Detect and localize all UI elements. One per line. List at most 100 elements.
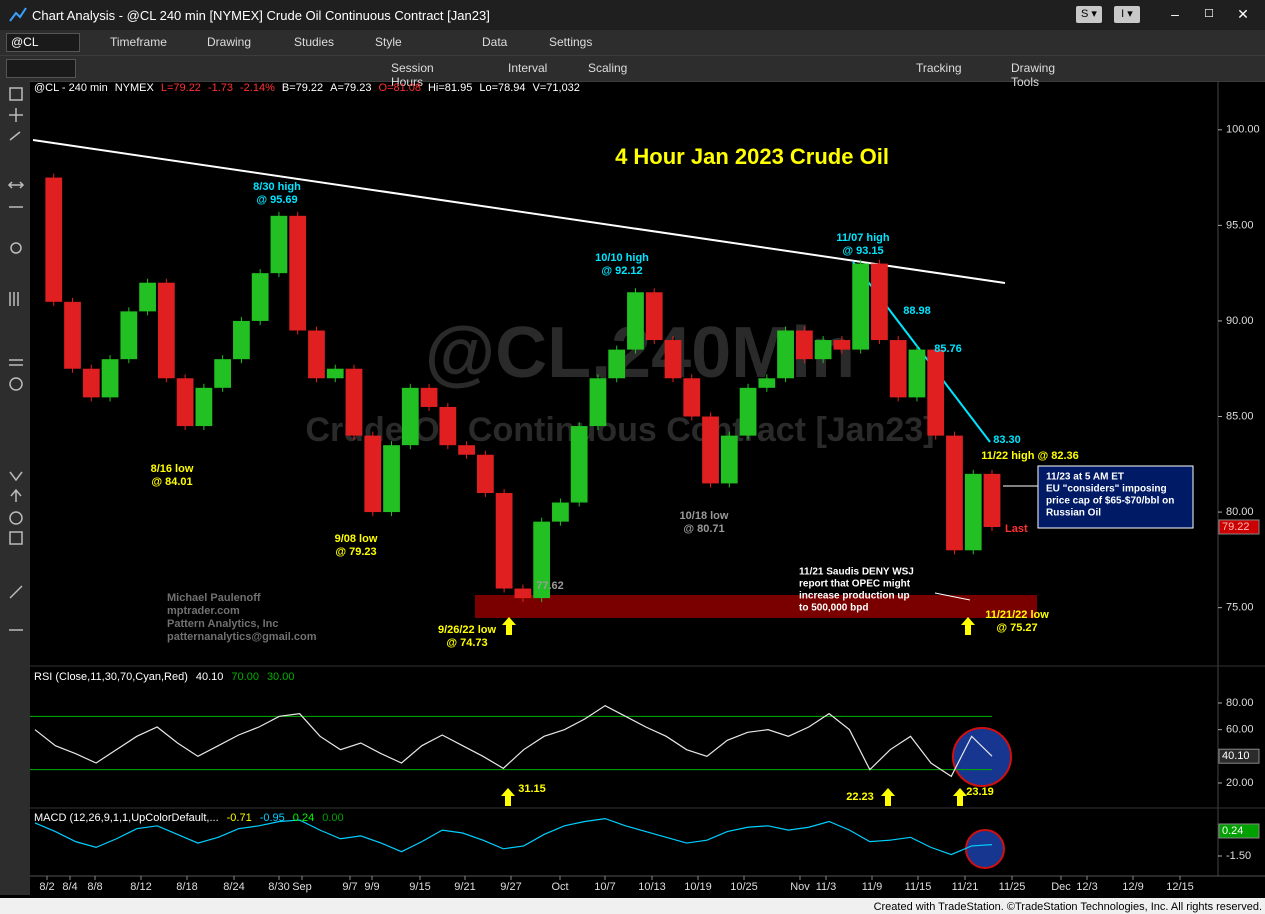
close[interactable]: ✕ [1237,6,1249,22]
legend-text: 40.10 [196,671,224,683]
watermark-symbol: @CL,240Min [425,313,855,393]
last-tag-label: 0.24 [1222,825,1243,837]
annotation: EU "considers" imposing [1046,484,1167,495]
x-tick-label: 8/8 [87,881,102,893]
status-item: O=81.08 [378,82,421,94]
annotation: 9/26/22 low [438,624,497,636]
y-tick-label: 100.00 [1226,124,1260,136]
annotation: 85.76 [934,343,962,355]
legend-text: 0.24 [293,812,314,824]
candle [758,378,776,388]
interval-box[interactable] [6,59,76,78]
candle [927,349,945,436]
annotation: patternanalytics@gmail.com [167,631,317,643]
annotation: report that OPEC might [799,579,911,590]
toolbar-button[interactable]: Timeframe [110,35,167,49]
title-bar: Chart Analysis - @CL 240 min [NYMEX] Cru… [0,0,1265,30]
x-tick-label: 8/4 [62,881,77,893]
x-tick-label: 8/30 [268,881,289,893]
candle [289,215,307,331]
candle [476,454,494,493]
last-tag [1218,748,1260,764]
toolbar-button[interactable]: Studies [294,35,335,49]
legend-text: MACD (12,26,9,1,1,UpColorDefault,... [34,812,219,824]
toolbar-button[interactable]: Drawing [207,35,252,49]
candle [739,387,757,436]
status-item: V=71,032 [532,82,580,94]
candle [120,311,138,360]
annotation: 8/16 low [151,463,194,475]
symbol-box[interactable]: @CL [6,33,80,52]
left-tools [7,87,25,631]
s-button[interactable]: S ▾ [1076,6,1102,23]
y-tick-label: 60.00 [1226,724,1254,736]
annotation: 11/23 at 5 AM ET [1046,472,1124,483]
annotation: 8/30 high [253,181,301,193]
toolbar-button[interactable]: Data [482,35,508,49]
annotation: @ 92.12 [601,265,642,277]
candle [795,330,813,360]
last-tag-label: 40.10 [1222,750,1250,762]
indicator-line [34,818,993,856]
y-tick-label: 20.00 [1226,777,1254,789]
candle [964,473,982,551]
y-tick-label: 75.00 [1226,602,1254,614]
x-tick-label: Nov [790,881,810,893]
candle [683,378,701,417]
watermark-desc: Crude Oil Continuous Contract [Jan23] [305,411,934,449]
toolbar-button[interactable]: Interval [508,61,548,75]
annotation: 11/22 high @ 82.36 [981,450,1079,462]
candle [64,301,81,369]
status-item: NYMEX [114,82,154,94]
candle [871,263,888,341]
candle [514,588,532,599]
i-button[interactable]: I ▾ [1114,6,1140,23]
x-tick-label: 9/15 [409,881,430,893]
legend-text: -0.71 [227,812,252,824]
toolbar-button[interactable]: Style [375,35,402,49]
x-tick-label: 11/9 [862,881,883,893]
y-tick-label: -1.50 [1226,850,1251,862]
annotation: Pattern Analytics, Inc [167,618,278,630]
candle [233,320,250,360]
trendline [852,261,991,443]
candle [458,445,475,455]
y-tick-label: 80.00 [1226,697,1254,709]
app-icon [9,7,27,22]
x-tick-label: Oct [551,881,568,893]
annotation: @ 80.71 [683,523,724,535]
toolbar-button[interactable]: Scaling [588,61,628,75]
minimize[interactable]: – [1171,6,1179,22]
annotation: @ 74.73 [446,637,487,649]
x-tick-label: 8/18 [176,881,197,893]
annotation: 22.23 [846,791,874,803]
x-tick-label: 12/15 [1166,881,1194,893]
x-tick-label: 9/27 [500,881,521,893]
toolbar-button[interactable]: Settings [549,35,593,49]
annotation: 88.98 [903,305,931,317]
status-item: -1.73 [207,82,234,94]
status-item: B=79.22 [281,82,324,94]
y-tick-label: 95.00 [1226,219,1254,231]
toolbar-button[interactable]: Drawing Tools [1011,61,1056,89]
toolbar-button[interactable]: Tracking [916,61,962,75]
x-tick-label: 11/21 [952,881,979,893]
legend-text: 0.00 [322,812,343,824]
annotation: 9/08 low [335,533,378,545]
annotation: price cap of $65-$70/bbl on [1046,496,1174,507]
candle [702,416,719,484]
candle [777,330,794,379]
annotation: 31.15 [518,783,546,795]
status-line: @CL - 240 min NYMEX L=79.22 -1.73 -2.14% B=79… [34,82,587,94]
candle [495,492,513,589]
maximize[interactable]: ☐ [1204,8,1214,20]
candle [608,349,626,379]
highlight-circle [952,727,1012,787]
toolbar-button[interactable]: Session Hours [391,61,434,89]
candle [345,368,363,436]
y-tick-label: 85.00 [1226,410,1254,422]
candle [45,177,63,302]
candle [420,387,438,407]
